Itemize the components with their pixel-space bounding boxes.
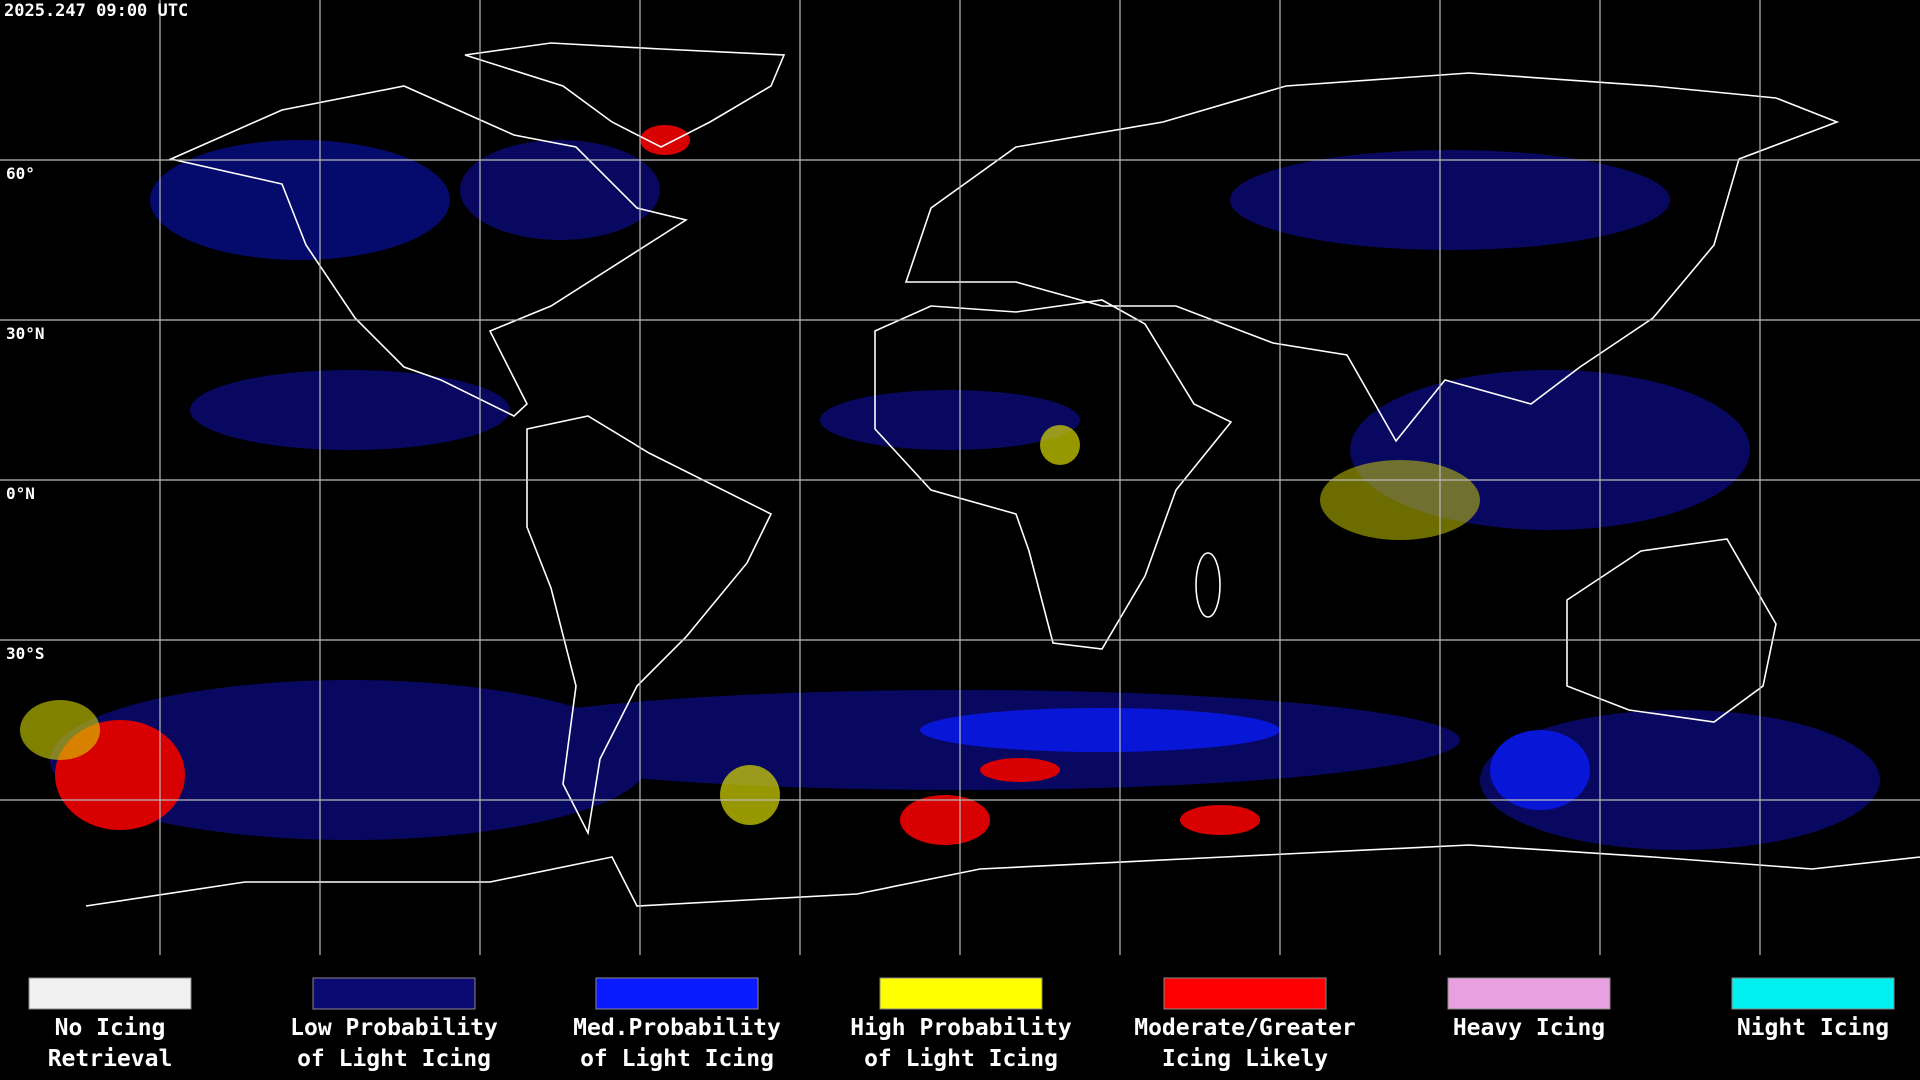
legend-label: of Light Icing <box>297 1046 491 1072</box>
legend-swatch <box>1163 977 1327 1010</box>
patch <box>1320 460 1480 540</box>
timestamp: 2025.247 09:00 UTC <box>4 1 188 21</box>
patch <box>980 758 1060 782</box>
patch <box>1490 730 1590 810</box>
coast <box>904 72 1840 443</box>
coast <box>874 299 1233 650</box>
patch <box>920 708 1280 752</box>
coast <box>1566 538 1777 723</box>
coast <box>85 844 1920 907</box>
patch <box>900 795 990 845</box>
legend-swatch <box>1731 977 1895 1010</box>
patch <box>460 140 660 240</box>
patch <box>820 390 1080 450</box>
legend-label: of Light Icing <box>580 1046 774 1072</box>
patch <box>1350 370 1750 530</box>
graticule: 60° 30°N 0°N 30°S <box>0 0 1920 955</box>
legend-label: Moderate/Greater <box>1134 1015 1356 1041</box>
patch <box>1230 150 1670 250</box>
latitude-label: 30°S <box>6 644 45 663</box>
legend-label: Night Icing <box>1737 1015 1889 1041</box>
legend-swatch <box>879 977 1043 1010</box>
latitude-label: 60° <box>6 164 35 183</box>
patch <box>190 370 510 450</box>
latitude-label: 30°N <box>6 324 45 343</box>
patch <box>150 140 450 260</box>
legend-swatch <box>28 977 192 1010</box>
legend-label: Med.Probability <box>573 1015 781 1041</box>
legend: No Icing Retrieval Low Probability of Light… <box>28 977 1895 1072</box>
legend-swatch <box>312 977 476 1010</box>
legend-label: Low Probability <box>290 1015 498 1041</box>
legend-label: High Probability <box>850 1015 1072 1041</box>
legend-label: Icing Likely <box>1162 1046 1328 1072</box>
patch <box>1480 710 1880 850</box>
legend-label: No Icing <box>55 1015 166 1041</box>
coast <box>1195 552 1221 618</box>
patch <box>1040 425 1080 465</box>
coast <box>168 85 689 417</box>
legend-swatch <box>1447 977 1611 1010</box>
coast <box>464 42 786 148</box>
legend-label: Heavy Icing <box>1453 1015 1605 1041</box>
latitude-label: 0°N <box>6 484 35 503</box>
coastlines <box>85 42 1920 907</box>
patch <box>720 765 780 825</box>
patch <box>1180 805 1260 835</box>
patch <box>20 700 100 760</box>
patch <box>640 125 690 155</box>
legend-label: of Light Icing <box>864 1046 1058 1072</box>
legend-swatch <box>595 977 759 1010</box>
legend-label: Retrieval <box>48 1046 173 1072</box>
coast <box>526 415 773 836</box>
